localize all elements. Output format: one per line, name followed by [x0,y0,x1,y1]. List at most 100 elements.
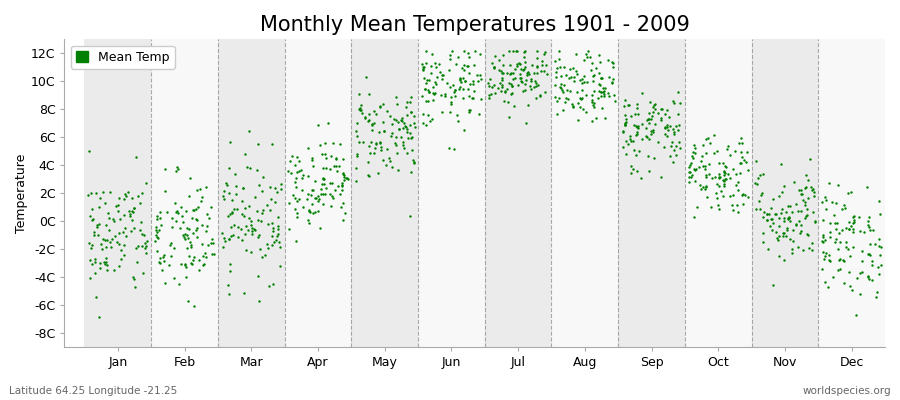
Point [84,213,98,219]
Point [681,169,696,176]
Point [495,77,509,84]
Point [189,206,203,212]
Point [835,257,850,264]
Point [216,244,230,250]
Point [179,264,194,270]
Point [127,276,141,283]
Point [199,228,213,234]
Point [725,166,740,172]
Point [733,160,747,166]
Point [253,246,267,252]
Point [418,86,432,93]
Point [418,80,433,86]
Point [487,65,501,72]
Point [756,230,770,236]
Point [726,207,741,213]
Point [660,122,674,128]
Point [665,139,680,145]
Point [447,86,462,93]
Point [587,88,601,94]
Point [828,239,842,246]
Point [673,100,688,106]
Point [731,208,745,215]
Point [436,76,450,82]
Point [255,188,269,194]
Point [135,189,149,196]
Point [84,190,98,196]
Point [593,82,608,88]
Point [352,106,366,112]
Point [295,204,310,210]
Point [430,74,445,80]
Point [109,203,123,209]
Point [824,233,838,240]
Point [798,172,813,178]
Point [529,64,544,70]
Point [302,220,316,226]
Point [530,55,544,61]
Point [165,224,179,231]
Point [823,220,837,226]
Point [404,109,419,115]
Point [502,114,517,120]
Point [629,152,643,158]
Point [798,184,813,190]
Point [219,180,233,186]
Point [778,232,793,239]
Point [325,180,339,186]
Point [468,47,482,54]
Point [572,77,587,83]
Point [618,97,633,103]
Point [444,101,458,107]
Point [435,109,449,116]
Point [444,99,458,106]
Point [365,121,380,128]
Point [517,66,531,72]
Point [462,93,476,99]
Point [400,112,414,118]
Point [589,65,603,71]
Point [863,252,878,258]
Point [667,100,681,106]
Point [622,102,636,108]
Point [226,232,240,238]
Point [749,206,763,212]
Point [837,202,851,208]
Point [155,267,169,274]
Point [220,182,234,188]
Point [453,75,467,81]
Point [698,174,713,180]
Point [330,168,345,174]
Point [102,215,116,221]
Point [222,236,237,242]
Point [81,192,95,198]
Point [99,255,113,262]
Point [252,181,266,188]
Point [857,229,871,236]
Point [788,221,803,227]
Point [630,129,644,135]
Point [189,227,203,234]
Point [320,165,334,171]
Point [521,69,535,76]
Point [176,232,190,238]
Point [763,222,778,229]
Point [129,154,143,160]
Point [571,116,585,123]
Point [597,91,611,98]
Point [607,64,621,71]
Point [400,99,415,105]
Point [836,280,850,286]
Bar [85,39,151,347]
Point [601,92,616,99]
Point [170,210,184,216]
Point [98,261,112,267]
Point [150,235,165,242]
Point [224,224,238,230]
Point [794,208,808,215]
Point [421,98,436,104]
Point [667,131,681,137]
Point [423,118,437,124]
Point [178,274,193,280]
Point [172,281,186,288]
